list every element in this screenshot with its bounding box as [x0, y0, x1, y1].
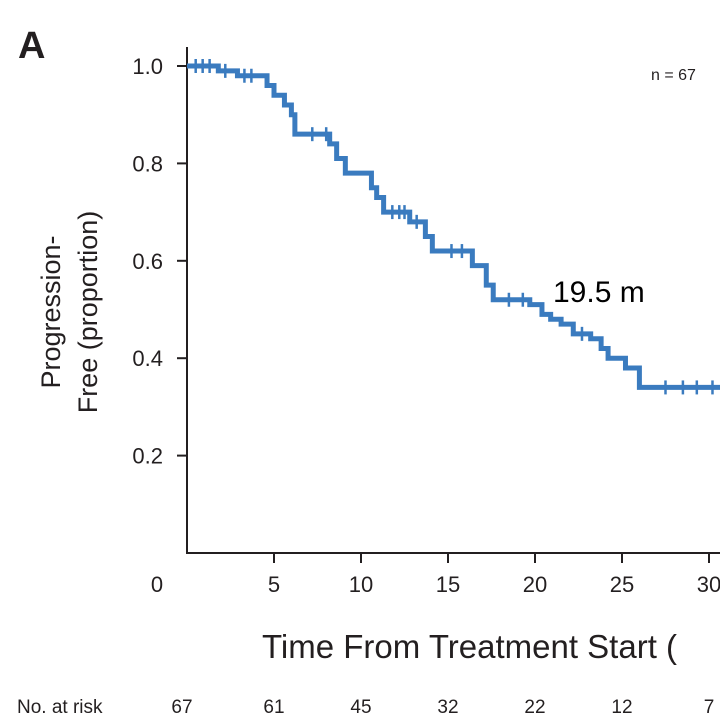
n-label: n = 67: [651, 67, 696, 84]
x-tick-label: 10: [349, 572, 373, 597]
y-axis-ticks: 0.2 0.4 0.6 0.8 1.0: [132, 54, 187, 469]
risk-table-value: 45: [350, 697, 371, 718]
y-axis-label-line1: Progression-: [36, 235, 66, 388]
median-survival-label: 19.5 m: [553, 276, 645, 309]
y-axis-label-line2: Free (proportion): [73, 211, 103, 414]
x-tick-label: 25: [610, 572, 634, 597]
x-tick-label: 30: [697, 572, 720, 597]
y-tick-label: 0.4: [132, 346, 163, 371]
y-tick-label: 0.6: [132, 249, 163, 274]
risk-table-value: 22: [524, 697, 545, 718]
risk-table: No. at risk 67 61 45 32 22 12 7: [17, 697, 714, 718]
x-tick-label: 15: [436, 572, 460, 597]
y-tick-label: 0.2: [132, 444, 163, 469]
risk-table-value: 32: [437, 697, 458, 718]
x-axis-ticks: 5 10 15 20 25 30: [268, 553, 720, 597]
km-curve-series: [187, 63, 720, 390]
risk-table-label: No. at risk: [17, 697, 103, 718]
risk-table-value: 61: [263, 697, 284, 718]
risk-table-value: 67: [171, 697, 192, 718]
y-tick-label: 0.8: [132, 151, 163, 176]
x-axis-label: Time From Treatment Start (: [262, 628, 677, 665]
x-tick-label: 5: [268, 572, 280, 597]
risk-table-value: 7: [704, 697, 715, 718]
risk-table-value: 12: [611, 697, 632, 718]
panel-letter: A: [18, 25, 45, 67]
censor-marks: [194, 59, 714, 395]
x-tick-label: 20: [523, 572, 547, 597]
risk-table-values: 67 61 45 32 22 12 7: [171, 697, 714, 718]
x-origin-label: 0: [151, 572, 163, 597]
y-tick-label: 1.0: [132, 54, 163, 79]
